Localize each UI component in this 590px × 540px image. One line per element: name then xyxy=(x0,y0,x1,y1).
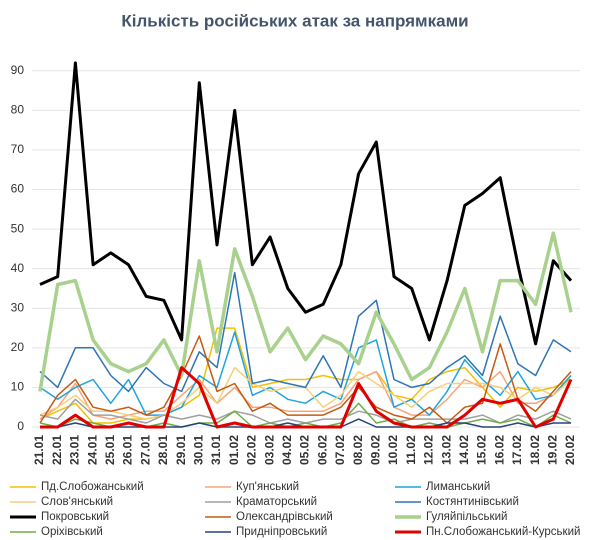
legend-label: Гуляйпільський xyxy=(426,511,507,523)
x-tick-label: 31.01 xyxy=(209,435,223,465)
x-tick-label: 29.01 xyxy=(174,435,188,465)
x-tick-label: 17.02 xyxy=(510,435,524,465)
x-tick-label: 12.02 xyxy=(422,435,436,465)
x-tick-label: 27.01 xyxy=(138,435,152,465)
chart-title: Кількість російських атак за напрямками xyxy=(121,11,468,30)
y-tick-label: 40 xyxy=(11,261,25,275)
x-tick-label: 26.01 xyxy=(121,435,135,465)
x-tick-label: 28.01 xyxy=(156,435,170,465)
y-tick-label: 0 xyxy=(17,419,24,433)
x-tick-label: 01.02 xyxy=(227,435,241,465)
series-line xyxy=(39,335,572,424)
y-tick-label: 50 xyxy=(11,221,25,235)
y-tick-label: 80 xyxy=(11,103,25,117)
x-tick-label: 23.01 xyxy=(68,435,82,465)
y-tick-label: 10 xyxy=(11,380,25,394)
y-tick-label: 70 xyxy=(11,142,25,156)
series-line xyxy=(38,231,573,392)
y-tick-label: 60 xyxy=(11,182,25,196)
y-tick-label: 90 xyxy=(11,63,25,77)
x-tick-label: 02.02 xyxy=(245,435,259,465)
x-tick-label: 11.02 xyxy=(404,435,418,465)
x-tick-label: 25.01 xyxy=(103,435,117,465)
x-tick-label: 14.02 xyxy=(457,435,471,465)
x-tick-label: 06.02 xyxy=(315,435,329,465)
y-tick-label: 20 xyxy=(11,340,25,354)
x-tick-label: 09.02 xyxy=(368,435,382,465)
legend-label: Куп'янський xyxy=(236,481,299,493)
x-tick-label: 30.01 xyxy=(191,435,205,465)
series-line xyxy=(39,331,572,416)
series-line xyxy=(39,271,572,393)
x-tick-label: 13.02 xyxy=(439,435,453,465)
legend-label: Покровський xyxy=(41,511,109,523)
legend-label: Лиманський xyxy=(426,481,490,493)
x-tick-label: 08.02 xyxy=(351,435,365,465)
x-tick-label: 20.02 xyxy=(563,435,577,465)
y-tick-label: 30 xyxy=(11,300,25,314)
legend-label: Краматорський xyxy=(236,496,317,508)
series-line xyxy=(39,370,572,420)
x-tick-label: 16.02 xyxy=(492,435,506,465)
legend-label: Пд.Слобожанський xyxy=(41,481,144,493)
x-tick-label: 24.01 xyxy=(85,435,99,465)
series-line xyxy=(40,366,573,429)
legend-label: Оріхівський xyxy=(41,526,103,538)
x-tick-label: 19.02 xyxy=(545,435,559,465)
x-tick-label: 21.01 xyxy=(32,435,46,465)
legend-label: Придніпровський xyxy=(236,526,327,538)
series-line xyxy=(39,61,573,346)
x-tick-label: 18.02 xyxy=(528,435,542,465)
x-tick-label: 03.02 xyxy=(262,435,276,465)
x-tick-label: 05.02 xyxy=(298,435,312,465)
legend-label: Костянтинівський xyxy=(426,496,519,508)
x-tick-label: 07.02 xyxy=(333,435,347,465)
x-tick-label: 15.02 xyxy=(475,435,489,465)
legend-label: Олександрівський xyxy=(236,511,333,523)
x-tick-label: 04.02 xyxy=(280,435,294,465)
legend-label: Слов'янський xyxy=(41,496,113,508)
x-tick-label: 10.02 xyxy=(386,435,400,465)
x-tick-label: 22.01 xyxy=(50,435,64,465)
legend-label: Пн.Слобожанський-Курський xyxy=(426,526,580,538)
